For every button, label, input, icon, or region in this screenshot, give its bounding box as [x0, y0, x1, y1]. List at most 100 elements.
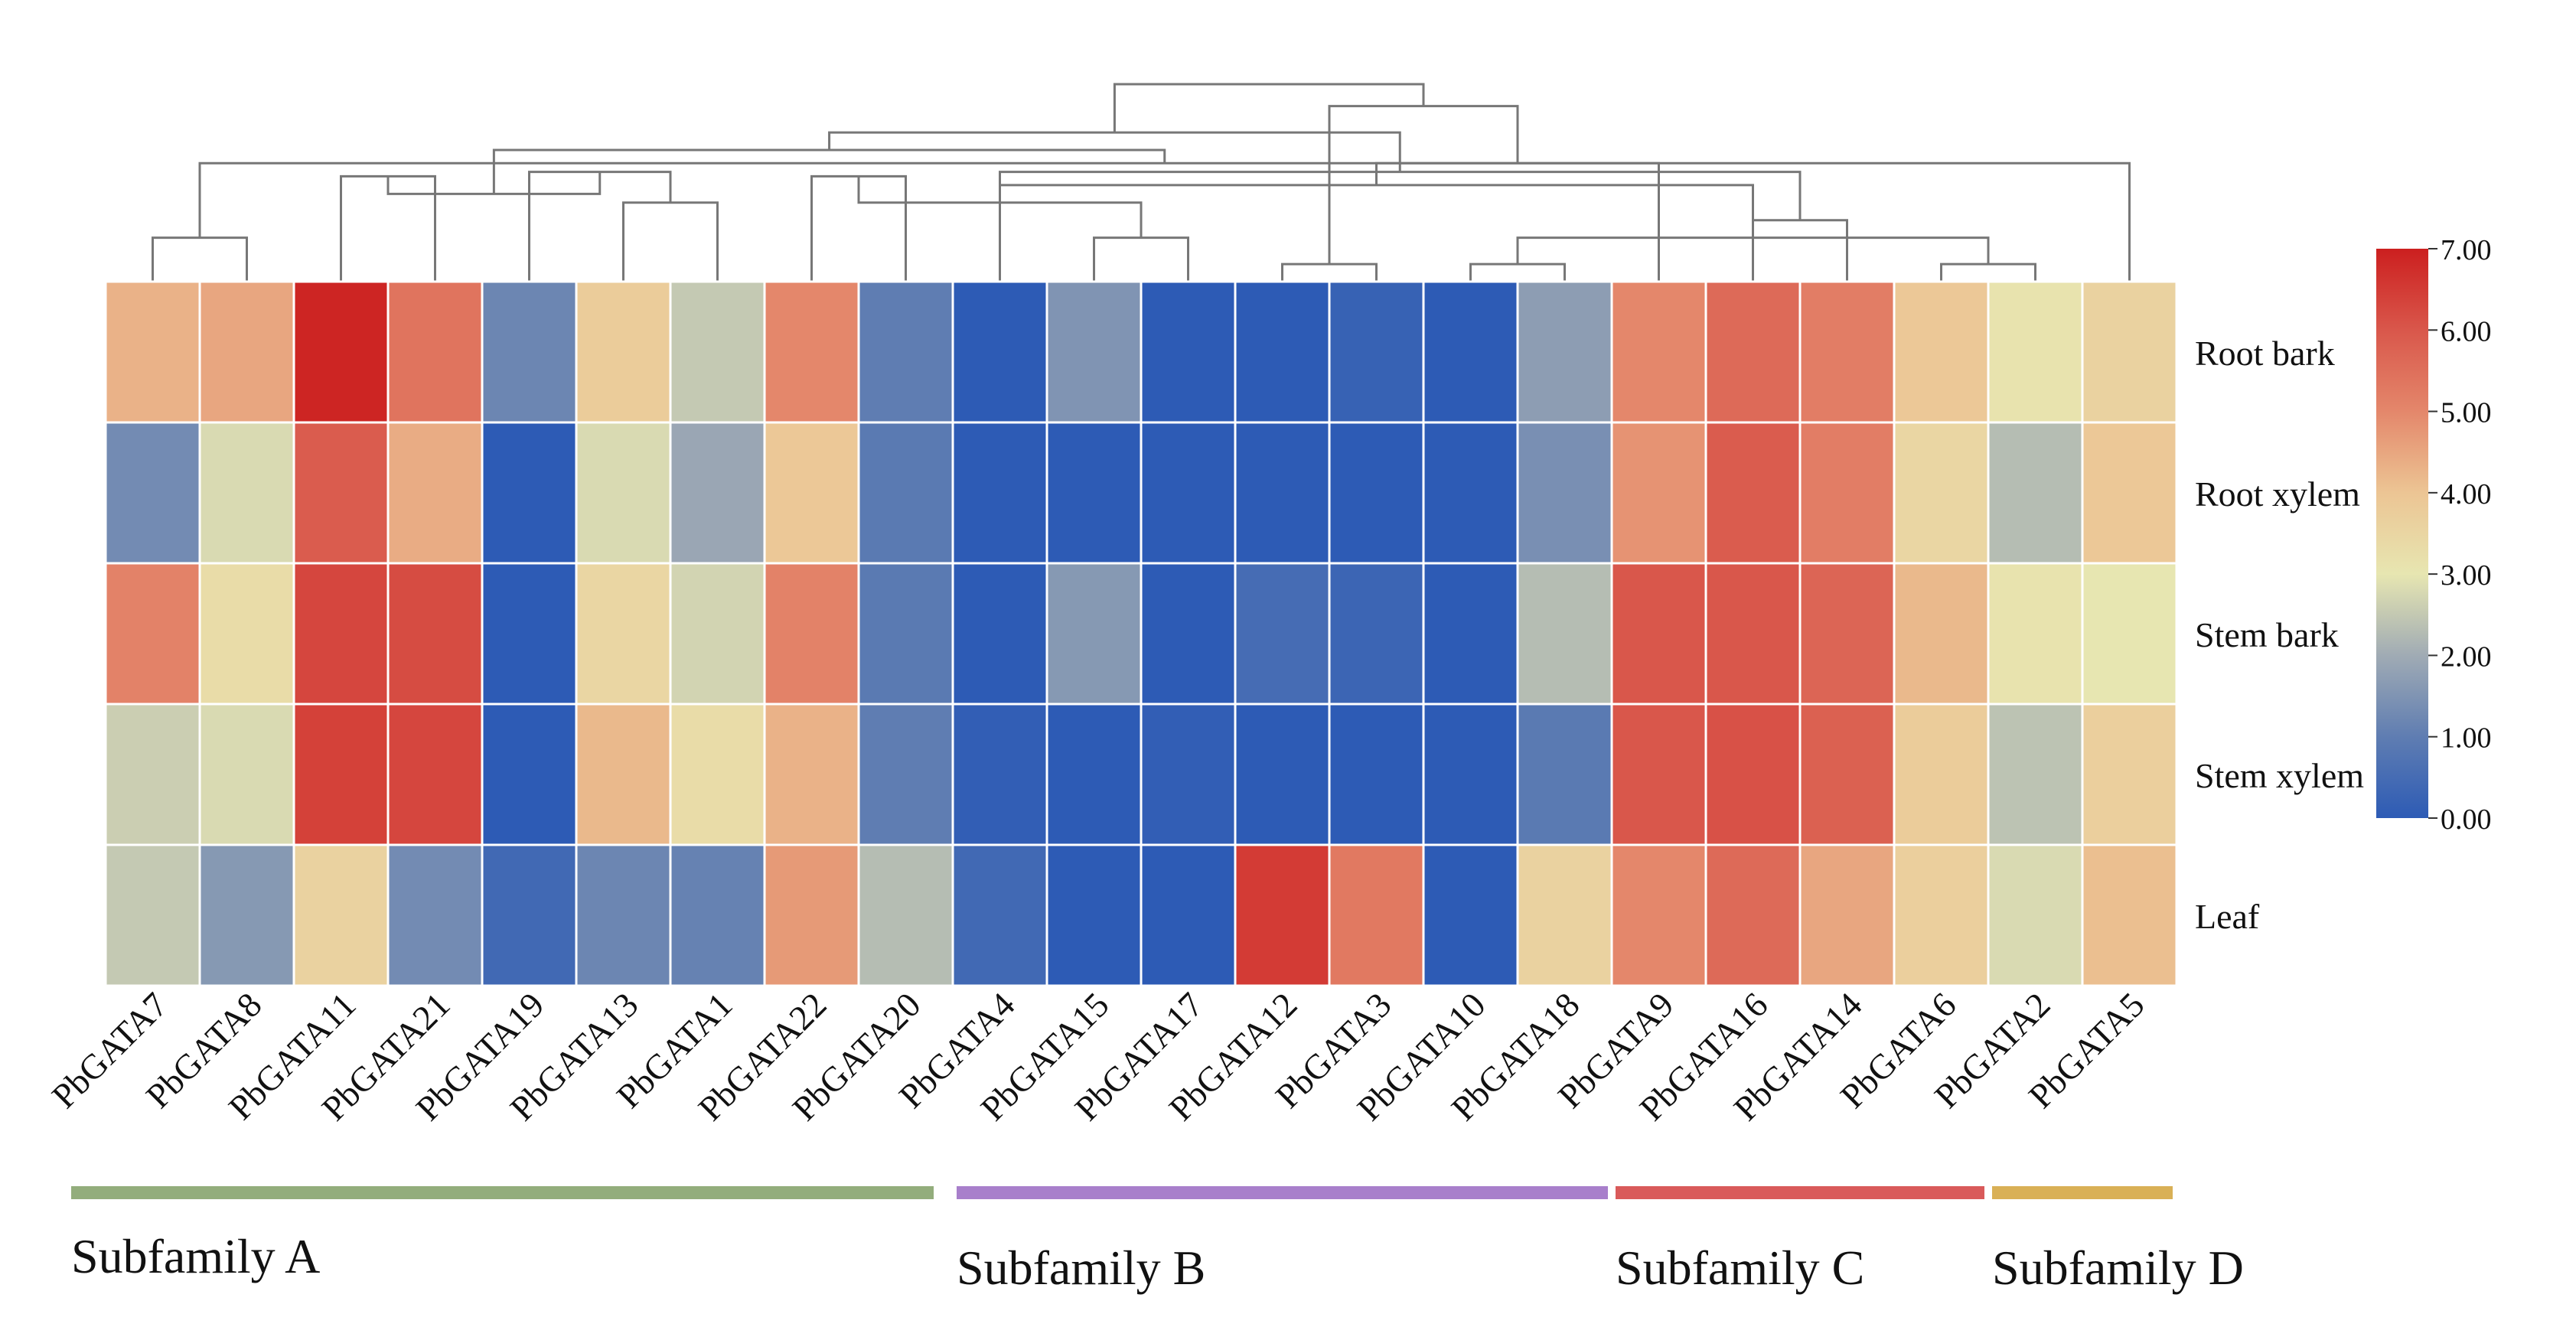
heatmap-cell-PbGATA12-Stem-xylem	[1234, 703, 1331, 846]
dendrogram-branch	[152, 236, 248, 282]
heatmap-cell-PbGATA21-Root-bark	[386, 280, 484, 424]
heatmap-cell-PbGATA18-Stem-bark	[1516, 562, 1613, 706]
heatmap-cell-PbGATA9-Stem-xylem	[1610, 703, 1707, 846]
heatmap-cell-PbGATA6-Leaf	[1893, 843, 1990, 987]
heatmap-cell-PbGATA22-Stem-bark	[763, 562, 860, 706]
heatmap-cell-PbGATA3-Leaf	[1328, 843, 1425, 987]
color-bar-tick-label: 0.00	[2441, 804, 2492, 836]
heatmap-cell-PbGATA1-Root-bark	[669, 280, 766, 424]
heatmap-cell-PbGATA2-Stem-bark	[1987, 562, 2084, 706]
heatmap-cell-PbGATA14-Root-xylem	[1798, 421, 1896, 565]
heatmap-cell-PbGATA7-Root-xylem	[104, 421, 201, 565]
heatmap-cell-PbGATA13-Stem-bark	[575, 562, 672, 706]
heatmap-cell-PbGATA18-Stem-xylem	[1516, 703, 1613, 846]
heatmap-cell-PbGATA4-Leaf	[951, 843, 1048, 987]
heatmap-cell-PbGATA4-Root-xylem	[951, 421, 1048, 565]
dendrogram-branch	[198, 161, 2131, 282]
heatmap-cell-PbGATA19-Stem-xylem	[481, 703, 578, 846]
heatmap-cell-PbGATA10-Stem-xylem	[1422, 703, 1519, 846]
row-label: Root bark	[2195, 334, 2335, 373]
row-label: Stem bark	[2195, 615, 2339, 654]
heatmap-cell-PbGATA17-Root-bark	[1140, 280, 1237, 424]
heatmap-cell-PbGATA10-Leaf	[1422, 843, 1519, 987]
heatmap-cell-PbGATA7-Leaf	[104, 843, 201, 987]
heatmap-cell-PbGATA20-Root-bark	[857, 280, 954, 424]
heatmap-cell-PbGATA19-Stem-bark	[481, 562, 578, 706]
heatmap-cell-PbGATA3-Stem-xylem	[1328, 703, 1425, 846]
heatmap-cell-PbGATA11-Stem-bark	[292, 562, 390, 706]
heatmap-cell-PbGATA8-Stem-bark	[198, 562, 295, 706]
heatmap-cell-PbGATA18-Root-xylem	[1516, 421, 1613, 565]
color-bar-tick-label: 1.00	[2441, 722, 2492, 755]
heatmap-cell-PbGATA6-Stem-bark	[1893, 562, 1990, 706]
heatmap-cell-PbGATA12-Stem-bark	[1234, 562, 1331, 706]
heatmap-cell-PbGATA22-Leaf	[763, 843, 860, 987]
heatmap-cell-PbGATA17-Stem-xylem	[1140, 703, 1237, 846]
heatmap-cell-PbGATA15-Root-xylem	[1045, 421, 1143, 565]
subfamily-bar	[1992, 1186, 2173, 1199]
heatmap-cell-PbGATA3-Root-bark	[1328, 280, 1425, 424]
heatmap-cell-PbGATA4-Stem-xylem	[951, 703, 1048, 846]
heatmap-cell-PbGATA9-Root-xylem	[1610, 421, 1707, 565]
dendrogram-branch	[1113, 83, 1425, 133]
heatmap-cell-PbGATA5-Stem-xylem	[2081, 703, 2178, 846]
heatmap-cell-PbGATA16-Root-xylem	[1704, 421, 1802, 565]
heatmap-cell-PbGATA10-Root-bark	[1422, 280, 1519, 424]
subfamily-d-label: Subfamily D	[1992, 1241, 2244, 1295]
heatmap-cell-PbGATA17-Leaf	[1140, 843, 1237, 987]
dendrogram-branch	[1752, 219, 1848, 282]
heatmap-cell-PbGATA10-Stem-bark	[1422, 562, 1519, 706]
heatmap-cell-PbGATA2-Root-bark	[1987, 280, 2084, 424]
dendrogram-branch	[999, 171, 1802, 220]
heatmap-cell-PbGATA7-Stem-xylem	[104, 703, 201, 846]
dendrogram-branch	[1940, 262, 2036, 282]
heatmap-cell-PbGATA1-Stem-xylem	[669, 703, 766, 846]
heatmap-cell-PbGATA7-Root-bark	[104, 280, 201, 424]
heatmap-cell-PbGATA4-Root-bark	[951, 280, 1048, 424]
color-bar-tick-label: 3.00	[2441, 559, 2492, 592]
subfamily-a-label: Subfamily A	[71, 1229, 321, 1283]
heatmap-cell-PbGATA5-Root-xylem	[2081, 421, 2178, 565]
heatmap-cell-PbGATA21-Stem-xylem	[386, 703, 484, 846]
heatmap-cell-PbGATA16-Stem-bark	[1704, 562, 1802, 706]
heatmap-cell-PbGATA16-Root-bark	[1704, 280, 1802, 424]
heatmap-cell-PbGATA1-Stem-bark	[669, 562, 766, 706]
heatmap-cell-PbGATA21-Leaf	[386, 843, 484, 987]
heatmap-cell-PbGATA14-Stem-bark	[1798, 562, 1896, 706]
heatmap-cell-PbGATA18-Leaf	[1516, 843, 1613, 987]
heatmap-cell-PbGATA10-Root-xylem	[1422, 421, 1519, 565]
heatmap-cell-PbGATA7-Stem-bark	[104, 562, 201, 706]
heatmap-cell-PbGATA19-Leaf	[481, 843, 578, 987]
heatmap-cell-PbGATA8-Stem-xylem	[198, 703, 295, 846]
color-bar-tick-label: 7.00	[2441, 234, 2492, 266]
heatmap-cell-PbGATA2-Leaf	[1987, 843, 2084, 987]
row-label: Stem xylem	[2195, 756, 2364, 795]
heatmap-cell-PbGATA21-Stem-bark	[386, 562, 484, 706]
heatmap-cell-PbGATA5-Root-bark	[2081, 280, 2178, 424]
heatmap-cell-PbGATA19-Root-xylem	[481, 421, 578, 565]
heatmap-cell-PbGATA19-Root-bark	[481, 280, 578, 424]
heatmap-cell-PbGATA13-Stem-xylem	[575, 703, 672, 846]
heatmap-cell-PbGATA12-Leaf	[1234, 843, 1331, 987]
heatmap-cell-PbGATA20-Stem-bark	[857, 562, 954, 706]
row-label: Root xylem	[2195, 474, 2360, 514]
heatmap-cell-PbGATA15-Leaf	[1045, 843, 1143, 987]
heatmap-cell-PbGATA12-Root-bark	[1234, 280, 1331, 424]
column-labels: PbGATA7PbGATA8PbGATA11PbGATA21PbGATA19Pb…	[44, 985, 2152, 1128]
heatmap-cell-PbGATA8-Root-xylem	[198, 421, 295, 565]
heatmap-cell-PbGATA9-Leaf	[1610, 843, 1707, 987]
heatmap-cell-PbGATA11-Root-xylem	[292, 421, 390, 565]
heatmap-cell-PbGATA13-Root-xylem	[575, 421, 672, 565]
dendrogram-branch	[1516, 236, 1990, 265]
heatmap-cell-PbGATA11-Root-bark	[292, 280, 390, 424]
dendrogram-branch	[1469, 262, 1566, 282]
column-dendrogram	[152, 83, 2131, 282]
heatmap-cell-PbGATA4-Stem-bark	[951, 562, 1048, 706]
dendrogram-branch	[828, 131, 1401, 172]
dendrogram-branch	[1281, 262, 1378, 282]
subfamily-bars	[71, 1186, 2173, 1199]
heatmap-grid	[104, 280, 2178, 987]
dendrogram-branch	[1328, 105, 1519, 265]
heatmap-cell-PbGATA15-Stem-xylem	[1045, 703, 1143, 846]
